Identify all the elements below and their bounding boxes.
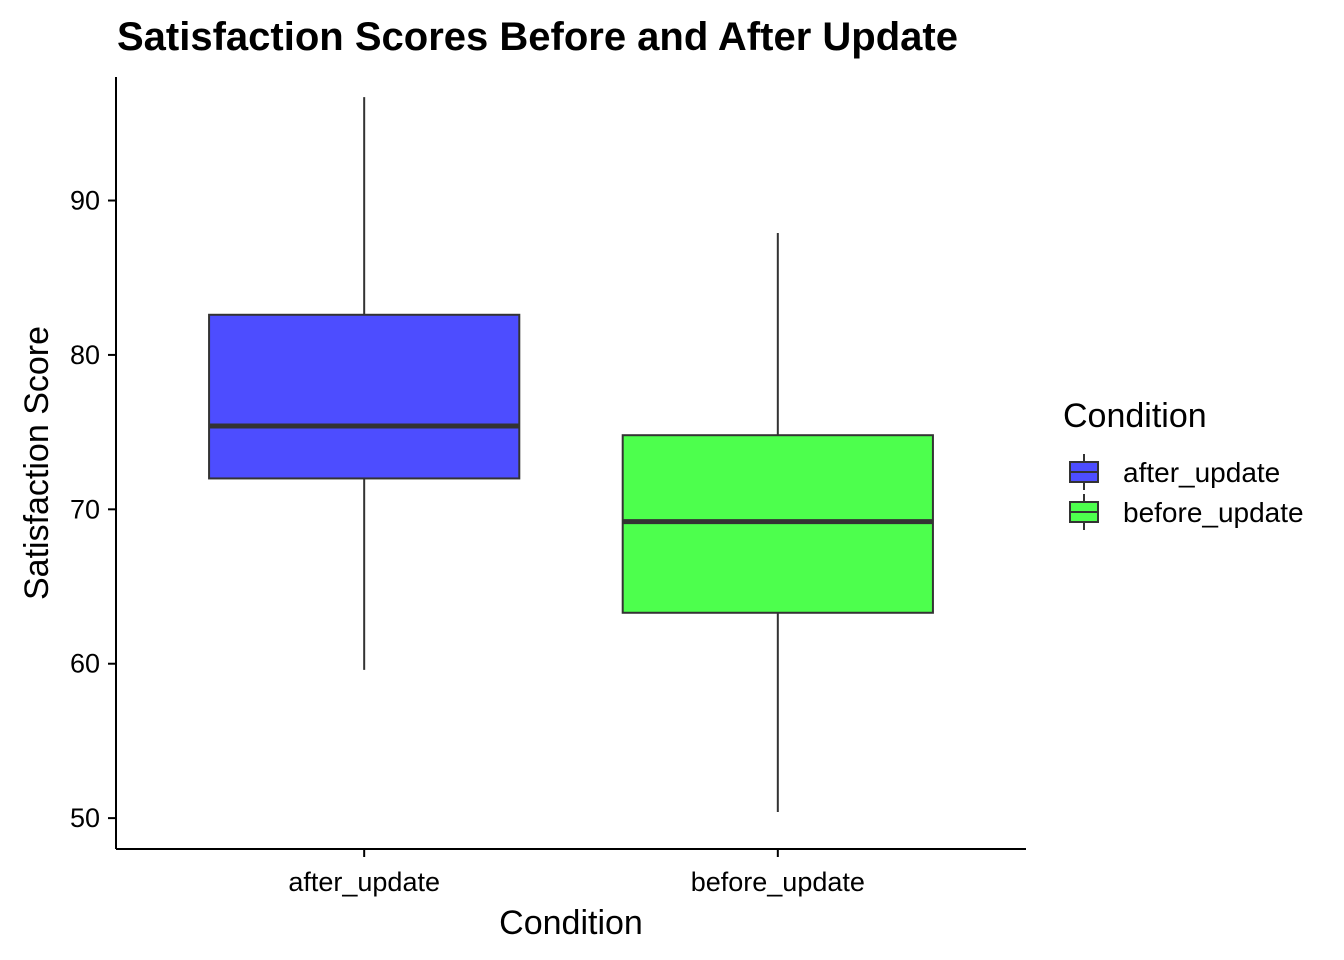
legend-items: after_update before_update <box>1069 454 1304 530</box>
box-series <box>208 97 934 812</box>
y-tick-label: 70 <box>70 494 100 524</box>
chart-title: Satisfaction Scores Before and After Upd… <box>117 15 958 59</box>
x-tick-label: after_update <box>288 867 440 897</box>
box-before_update <box>621 232 934 812</box>
legend-title: Condition <box>1063 397 1207 435</box>
y-tick-label: 80 <box>70 340 100 370</box>
legend-label: after_update <box>1123 457 1280 488</box>
x-axis-title: Condition <box>499 904 643 942</box>
y-tick-label: 50 <box>70 803 100 833</box>
box-after_update <box>208 97 521 670</box>
plot-area: 50 60 70 80 90 after_update before_update <box>70 77 1026 897</box>
y-tick-label: 60 <box>70 649 100 679</box>
iqr-box <box>208 313 521 480</box>
y-tick-label: 90 <box>70 186 100 216</box>
legend-key-before_update <box>1069 494 1099 530</box>
y-axis-ticks: 50 60 70 80 90 <box>70 186 116 833</box>
x-axis-ticks: after_update before_update <box>288 849 865 897</box>
legend-label: before_update <box>1123 497 1304 528</box>
x-tick-label: before_update <box>691 867 865 897</box>
legend-key-after_update <box>1069 454 1099 490</box>
y-axis-title: Satisfaction Score <box>18 326 56 600</box>
legend: Condition after_update before_update <box>1063 397 1304 530</box>
